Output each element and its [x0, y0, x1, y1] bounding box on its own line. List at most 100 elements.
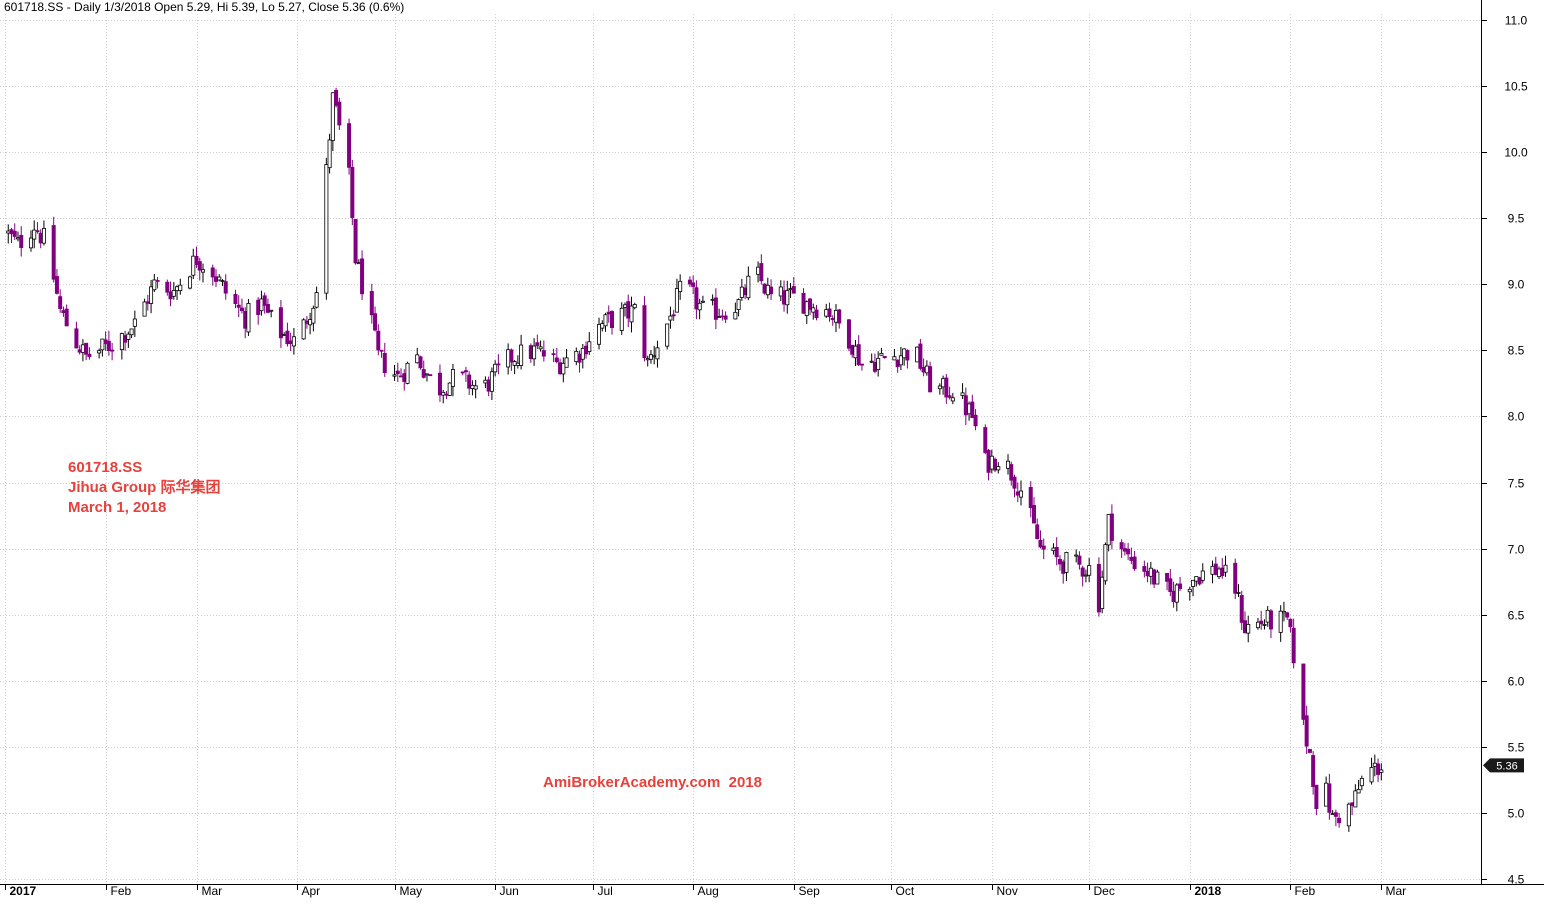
- candle-body: [700, 300, 705, 303]
- candles: [6, 87, 1384, 832]
- candle-body: [554, 357, 559, 363]
- candle-body: [1356, 789, 1361, 794]
- candle-body: [1129, 556, 1134, 561]
- candle-body: [872, 362, 877, 372]
- candle-body: [859, 363, 864, 366]
- candle-body: [418, 356, 423, 369]
- candle-body: [1087, 565, 1092, 576]
- candle-body: [603, 314, 608, 327]
- candle-body: [441, 391, 446, 396]
- candle-body: [1194, 576, 1199, 582]
- candle-body: [473, 385, 478, 390]
- watermark: AmiBrokerAcademy.com 2018: [543, 774, 762, 791]
- candle-body: [142, 301, 147, 317]
- candle-body: [74, 328, 79, 349]
- candle-body: [921, 366, 926, 373]
- candle-body: [1213, 563, 1218, 575]
- candle-body: [41, 228, 46, 244]
- candle-body: [1327, 783, 1332, 813]
- candle-body: [960, 392, 965, 396]
- candle-body: [444, 393, 449, 396]
- candle-body: [1064, 552, 1069, 573]
- candle-body: [558, 362, 563, 375]
- candle-body: [1015, 491, 1020, 496]
- candle-body: [330, 92, 335, 141]
- candle-body: [1278, 610, 1283, 633]
- candle-body: [1126, 548, 1131, 555]
- candle-body: [814, 309, 819, 319]
- candle-body: [983, 427, 988, 453]
- candle-body: [64, 308, 69, 327]
- candle-body: [1109, 513, 1114, 541]
- x-tick-label: Sep: [799, 884, 821, 898]
- candle-body: [733, 311, 738, 320]
- candle-body: [1217, 568, 1222, 578]
- candle-body: [678, 280, 683, 292]
- last-price-tag: [1483, 758, 1524, 773]
- candle-body: [119, 333, 124, 351]
- candle-body: [1096, 564, 1101, 613]
- candle-body: [28, 237, 33, 249]
- x-tick-label: 2017: [10, 884, 37, 898]
- candle-body: [223, 281, 228, 294]
- candle-body: [1353, 790, 1358, 808]
- candle-body: [103, 339, 108, 344]
- candle-body: [489, 371, 494, 392]
- candle-body: [80, 344, 85, 353]
- x-tick-label: Mar: [1386, 884, 1407, 898]
- y-tick-label: 7.5: [1508, 477, 1525, 491]
- candle-body: [837, 309, 842, 324]
- candle-body: [243, 311, 248, 329]
- candle-body: [450, 369, 455, 387]
- candle-body: [155, 280, 160, 282]
- candle-body: [918, 343, 923, 369]
- candle-body: [376, 330, 381, 351]
- candle-body: [437, 372, 442, 396]
- candle-body: [587, 341, 592, 352]
- x-tick-label: May: [400, 884, 423, 898]
- candle-body: [713, 297, 718, 320]
- candle-body: [762, 283, 767, 294]
- candle-body: [123, 335, 128, 343]
- candle-body: [392, 374, 397, 377]
- y-tick-label: 10.5: [1504, 80, 1528, 94]
- candle-body: [1103, 544, 1108, 582]
- candle-body: [1242, 620, 1247, 634]
- candle-body: [58, 296, 63, 310]
- candle-body: [239, 307, 244, 312]
- candle-body: [905, 350, 910, 361]
- candle-body: [350, 166, 355, 218]
- candle-body: [175, 286, 180, 292]
- candle-body: [1372, 762, 1377, 767]
- y-tick-label: 5.5: [1508, 741, 1525, 755]
- candle-body: [551, 353, 556, 356]
- candle-body: [584, 345, 589, 355]
- candle-body: [126, 333, 131, 340]
- candle-body: [532, 345, 537, 360]
- candle-body: [1307, 748, 1312, 753]
- candle-body: [282, 333, 287, 336]
- candle-body: [691, 282, 696, 287]
- candle-body: [778, 286, 783, 297]
- candle-body: [38, 232, 43, 244]
- candle-body: [879, 352, 884, 356]
- candle-body: [1268, 610, 1273, 630]
- candle-body: [269, 309, 274, 312]
- candle-body: [265, 303, 270, 313]
- candle-body: [311, 307, 316, 324]
- candle-body: [1246, 623, 1251, 634]
- candle-body: [1041, 545, 1046, 550]
- candle-body: [165, 281, 170, 293]
- candle-body: [782, 290, 787, 305]
- candle-body: [1311, 755, 1316, 787]
- candle-body: [308, 319, 313, 326]
- chart-header: 601718.SS - Daily 1/3/2018 Open 5.29, Hi…: [4, 0, 405, 14]
- candle-body: [1165, 572, 1170, 582]
- candle-body: [697, 302, 702, 311]
- candle-body: [577, 353, 582, 363]
- candle-body: [1359, 778, 1364, 787]
- candle-body: [77, 349, 82, 353]
- candle-body: [736, 299, 741, 310]
- y-tick-label: 8.5: [1508, 344, 1525, 358]
- candle-body: [1142, 566, 1147, 572]
